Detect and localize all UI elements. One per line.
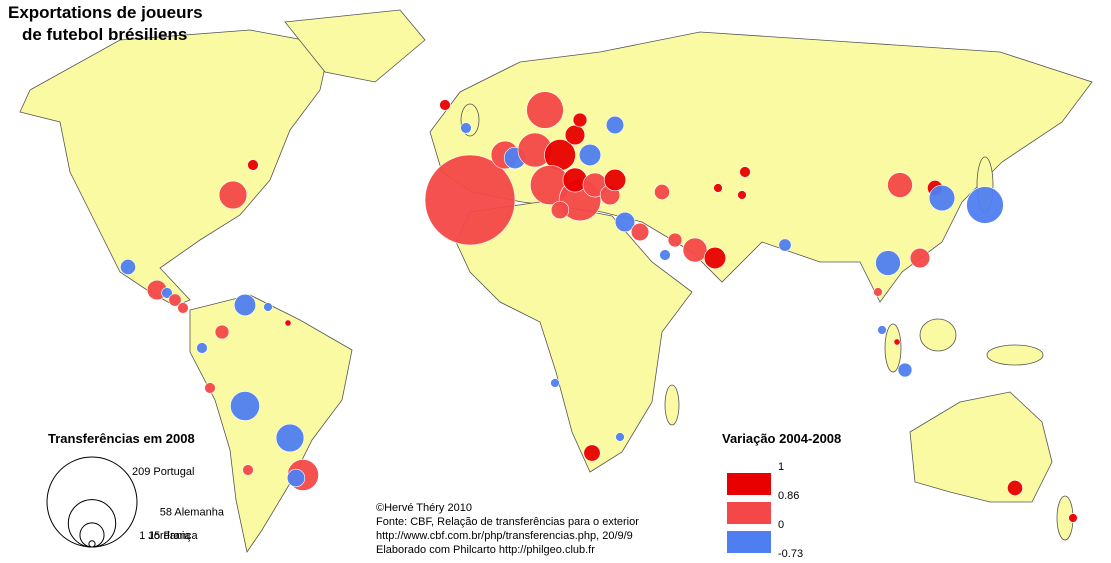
bubble — [897, 362, 913, 378]
bubble — [737, 190, 747, 200]
bubble — [120, 259, 136, 275]
bubble — [615, 432, 625, 442]
bubble — [177, 302, 189, 314]
bubble — [893, 338, 901, 346]
bubble — [572, 112, 588, 128]
bubble — [966, 186, 1004, 224]
eurasia — [429, 31, 1093, 303]
new-guinea — [986, 344, 1044, 366]
bubble — [928, 184, 956, 212]
bubble — [682, 237, 708, 263]
bubble — [564, 124, 586, 146]
bubble — [654, 184, 670, 200]
bubble — [667, 232, 683, 248]
greenland — [284, 9, 426, 83]
bubble — [284, 319, 292, 327]
credits: ©Hervé Théry 2010 Fonte: CBF, Relação de … — [376, 502, 639, 556]
bubble — [263, 302, 273, 312]
bubble — [460, 122, 472, 134]
credit-line: http://www.cbf.com.br/php/transferencias… — [376, 530, 633, 542]
bubble — [230, 391, 260, 421]
bubble — [286, 468, 306, 488]
title: Exportations de joueurs — [8, 3, 203, 22]
color-swatch — [727, 531, 771, 553]
bubble — [887, 172, 913, 198]
size-legend-circle — [88, 540, 96, 548]
bubble — [550, 200, 570, 220]
bubble — [242, 464, 254, 476]
color-break: 1 — [778, 461, 784, 473]
color-legend-title: Variação 2004-2008 — [722, 431, 841, 446]
bubble — [739, 166, 751, 178]
borneo — [919, 318, 957, 352]
sumatra — [884, 323, 902, 373]
bubble — [877, 325, 887, 335]
bubble — [703, 246, 727, 270]
bubble — [275, 423, 305, 453]
bubble — [1068, 513, 1078, 523]
bubble — [247, 159, 259, 171]
bubble — [713, 183, 723, 193]
bubble — [909, 247, 931, 269]
size-legend-country: Jordania — [148, 530, 191, 542]
size-legend-value: 58 — [160, 507, 172, 519]
size-legend-value: 209 — [132, 466, 150, 478]
bubble — [778, 238, 792, 252]
size-legend-country: Alemanha — [174, 507, 224, 519]
color-break: -0.73 — [778, 548, 803, 560]
bubble — [161, 287, 173, 299]
bubble — [605, 115, 625, 135]
bubble — [214, 324, 230, 340]
bubble — [424, 154, 516, 246]
bubble — [439, 99, 451, 111]
size-legend-label: 209 Portugal — [132, 466, 194, 478]
bubble — [603, 168, 627, 192]
australia — [909, 391, 1053, 503]
bubble — [614, 211, 636, 233]
color-break: 0.86 — [778, 490, 799, 502]
bubble — [873, 287, 883, 297]
size-legend-label: 1 Jordania — [139, 530, 191, 542]
bubble — [168, 293, 182, 307]
bubble — [875, 250, 901, 276]
color-break: 0 — [778, 519, 784, 531]
size-legend-value: 15 — [148, 530, 160, 542]
size-legend-country: Portugal — [153, 466, 194, 478]
color-swatch — [727, 502, 771, 524]
size-legend-circle — [46, 456, 138, 548]
bubble — [196, 342, 208, 354]
size-legend-title: Transferências em 2008 — [48, 431, 195, 446]
credit-line: ©Hervé Théry 2010 — [376, 502, 472, 514]
north-america — [19, 29, 331, 307]
land — [19, 9, 1093, 553]
bubble — [578, 143, 602, 167]
bubble — [550, 378, 560, 388]
credit-line: Elaborado com Philcarto http://philgeo.c… — [376, 544, 595, 556]
size-legend-country: França — [163, 530, 198, 542]
credit-line: Fonte: CBF, Relação de transferências pa… — [376, 516, 639, 528]
size-legend-value: 1 — [139, 530, 145, 542]
bubble — [630, 222, 650, 242]
bubble — [659, 249, 671, 261]
color-swatch — [727, 473, 771, 495]
bubble — [1007, 480, 1023, 496]
size-legend-circle — [79, 522, 105, 548]
bubble — [526, 91, 564, 129]
bubble — [233, 293, 257, 317]
bubbles — [120, 91, 1078, 523]
south-america — [189, 294, 353, 553]
size-legend-label: 15 França — [148, 530, 198, 542]
madagascar — [664, 384, 680, 426]
title: de futebol brésiliens — [22, 25, 187, 44]
size-legend-label: 58 Alemanha — [160, 507, 225, 519]
bubble — [583, 444, 601, 462]
bubble — [204, 382, 216, 394]
bubble — [218, 180, 248, 210]
africa — [455, 201, 693, 473]
